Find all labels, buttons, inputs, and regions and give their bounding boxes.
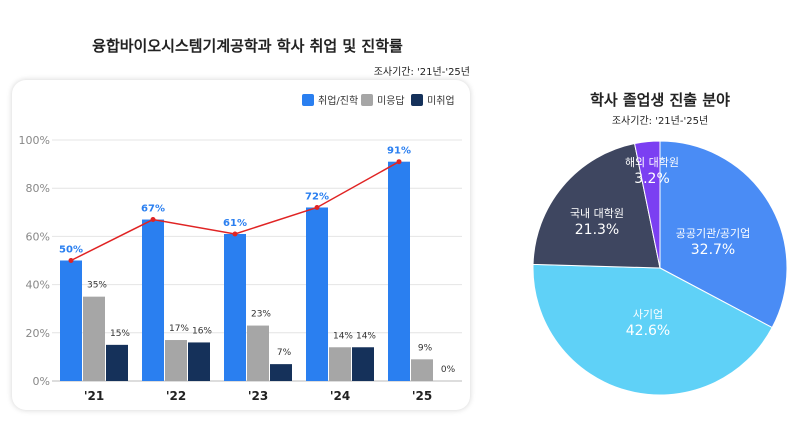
- pie-slice-value: 21.3%: [575, 222, 619, 238]
- data-label: 91%: [387, 146, 411, 157]
- data-label: 14%: [356, 331, 376, 341]
- pie-slice-label: 공공기관/공기업: [676, 227, 751, 240]
- bar: [306, 207, 328, 381]
- legend-swatch: [411, 94, 423, 106]
- legend-label: 미취업: [427, 94, 455, 107]
- pie-slice-value: 32.7%: [691, 242, 735, 258]
- y-tick-label: 60%: [26, 230, 50, 243]
- data-label: 0%: [441, 365, 456, 375]
- data-label: 67%: [141, 204, 165, 215]
- pie-slice: [659, 140, 788, 329]
- bar: [352, 347, 374, 381]
- bar: [247, 325, 269, 381]
- data-label: 9%: [418, 343, 433, 353]
- bar: [270, 364, 292, 381]
- data-label: 14%: [333, 331, 353, 341]
- pie-chart-title: 학사 졸업생 진출 분야: [590, 91, 730, 109]
- legend-label: 미응답: [377, 95, 405, 107]
- y-tick-label: 100%: [19, 134, 50, 147]
- pie-slice-label: 국내 대학원: [570, 207, 624, 220]
- y-tick-label: 20%: [26, 327, 50, 340]
- data-label: 50%: [59, 245, 83, 256]
- data-label: 16%: [192, 326, 212, 336]
- pie-slice-value: 3.2%: [634, 171, 670, 187]
- pie-chart-subtitle: 조사기간: '21년-'25년: [611, 116, 709, 127]
- pie-slice: [532, 263, 773, 396]
- bar-chart-subtitle: 조사기간: '21년-'25년: [373, 67, 470, 78]
- data-label: 61%: [223, 218, 247, 229]
- data-label: 15%: [110, 329, 130, 339]
- bar: [142, 219, 164, 381]
- bar: [165, 340, 187, 381]
- trend-point: [396, 159, 402, 165]
- trend-point: [68, 258, 74, 263]
- data-label: 17%: [169, 324, 189, 334]
- pie-slice-label: 해외 대학원: [625, 155, 679, 169]
- data-label: 7%: [277, 348, 292, 358]
- trend-point: [314, 204, 320, 210]
- bar: [411, 359, 433, 381]
- bar: [224, 233, 246, 381]
- data-label: 35%: [87, 281, 107, 291]
- pie-slice-label: 사기업: [633, 308, 663, 321]
- legend-swatch: [361, 94, 373, 106]
- trend-point: [232, 231, 238, 237]
- x-tick-label: '21: [84, 389, 104, 403]
- bar-chart-title: 융합바이오시스템기계공학과 학사 취업 및 진학률: [92, 37, 403, 55]
- y-tick-label: 40%: [26, 279, 50, 292]
- x-tick-label: '22: [166, 389, 186, 403]
- x-tick-label: '25: [412, 389, 432, 403]
- pie-slice-value: 42.6%: [626, 323, 670, 339]
- bar: [106, 344, 128, 381]
- data-label: 72%: [305, 191, 329, 202]
- data-label: 23%: [251, 310, 271, 320]
- pie-slice: [633, 140, 661, 269]
- y-tick-label: 0%: [33, 375, 50, 388]
- legend-label: 취업/진학: [318, 94, 358, 107]
- pie-slice: [532, 142, 661, 269]
- trend-point: [150, 217, 156, 223]
- bar: [188, 342, 210, 381]
- x-tick-label: '23: [248, 389, 268, 403]
- bar: [60, 260, 82, 381]
- x-tick-label: '24: [330, 389, 350, 403]
- y-tick-label: 80%: [26, 182, 50, 195]
- bar: [388, 161, 410, 381]
- bar: [329, 347, 351, 381]
- legend-swatch: [302, 94, 314, 106]
- bar: [83, 296, 105, 381]
